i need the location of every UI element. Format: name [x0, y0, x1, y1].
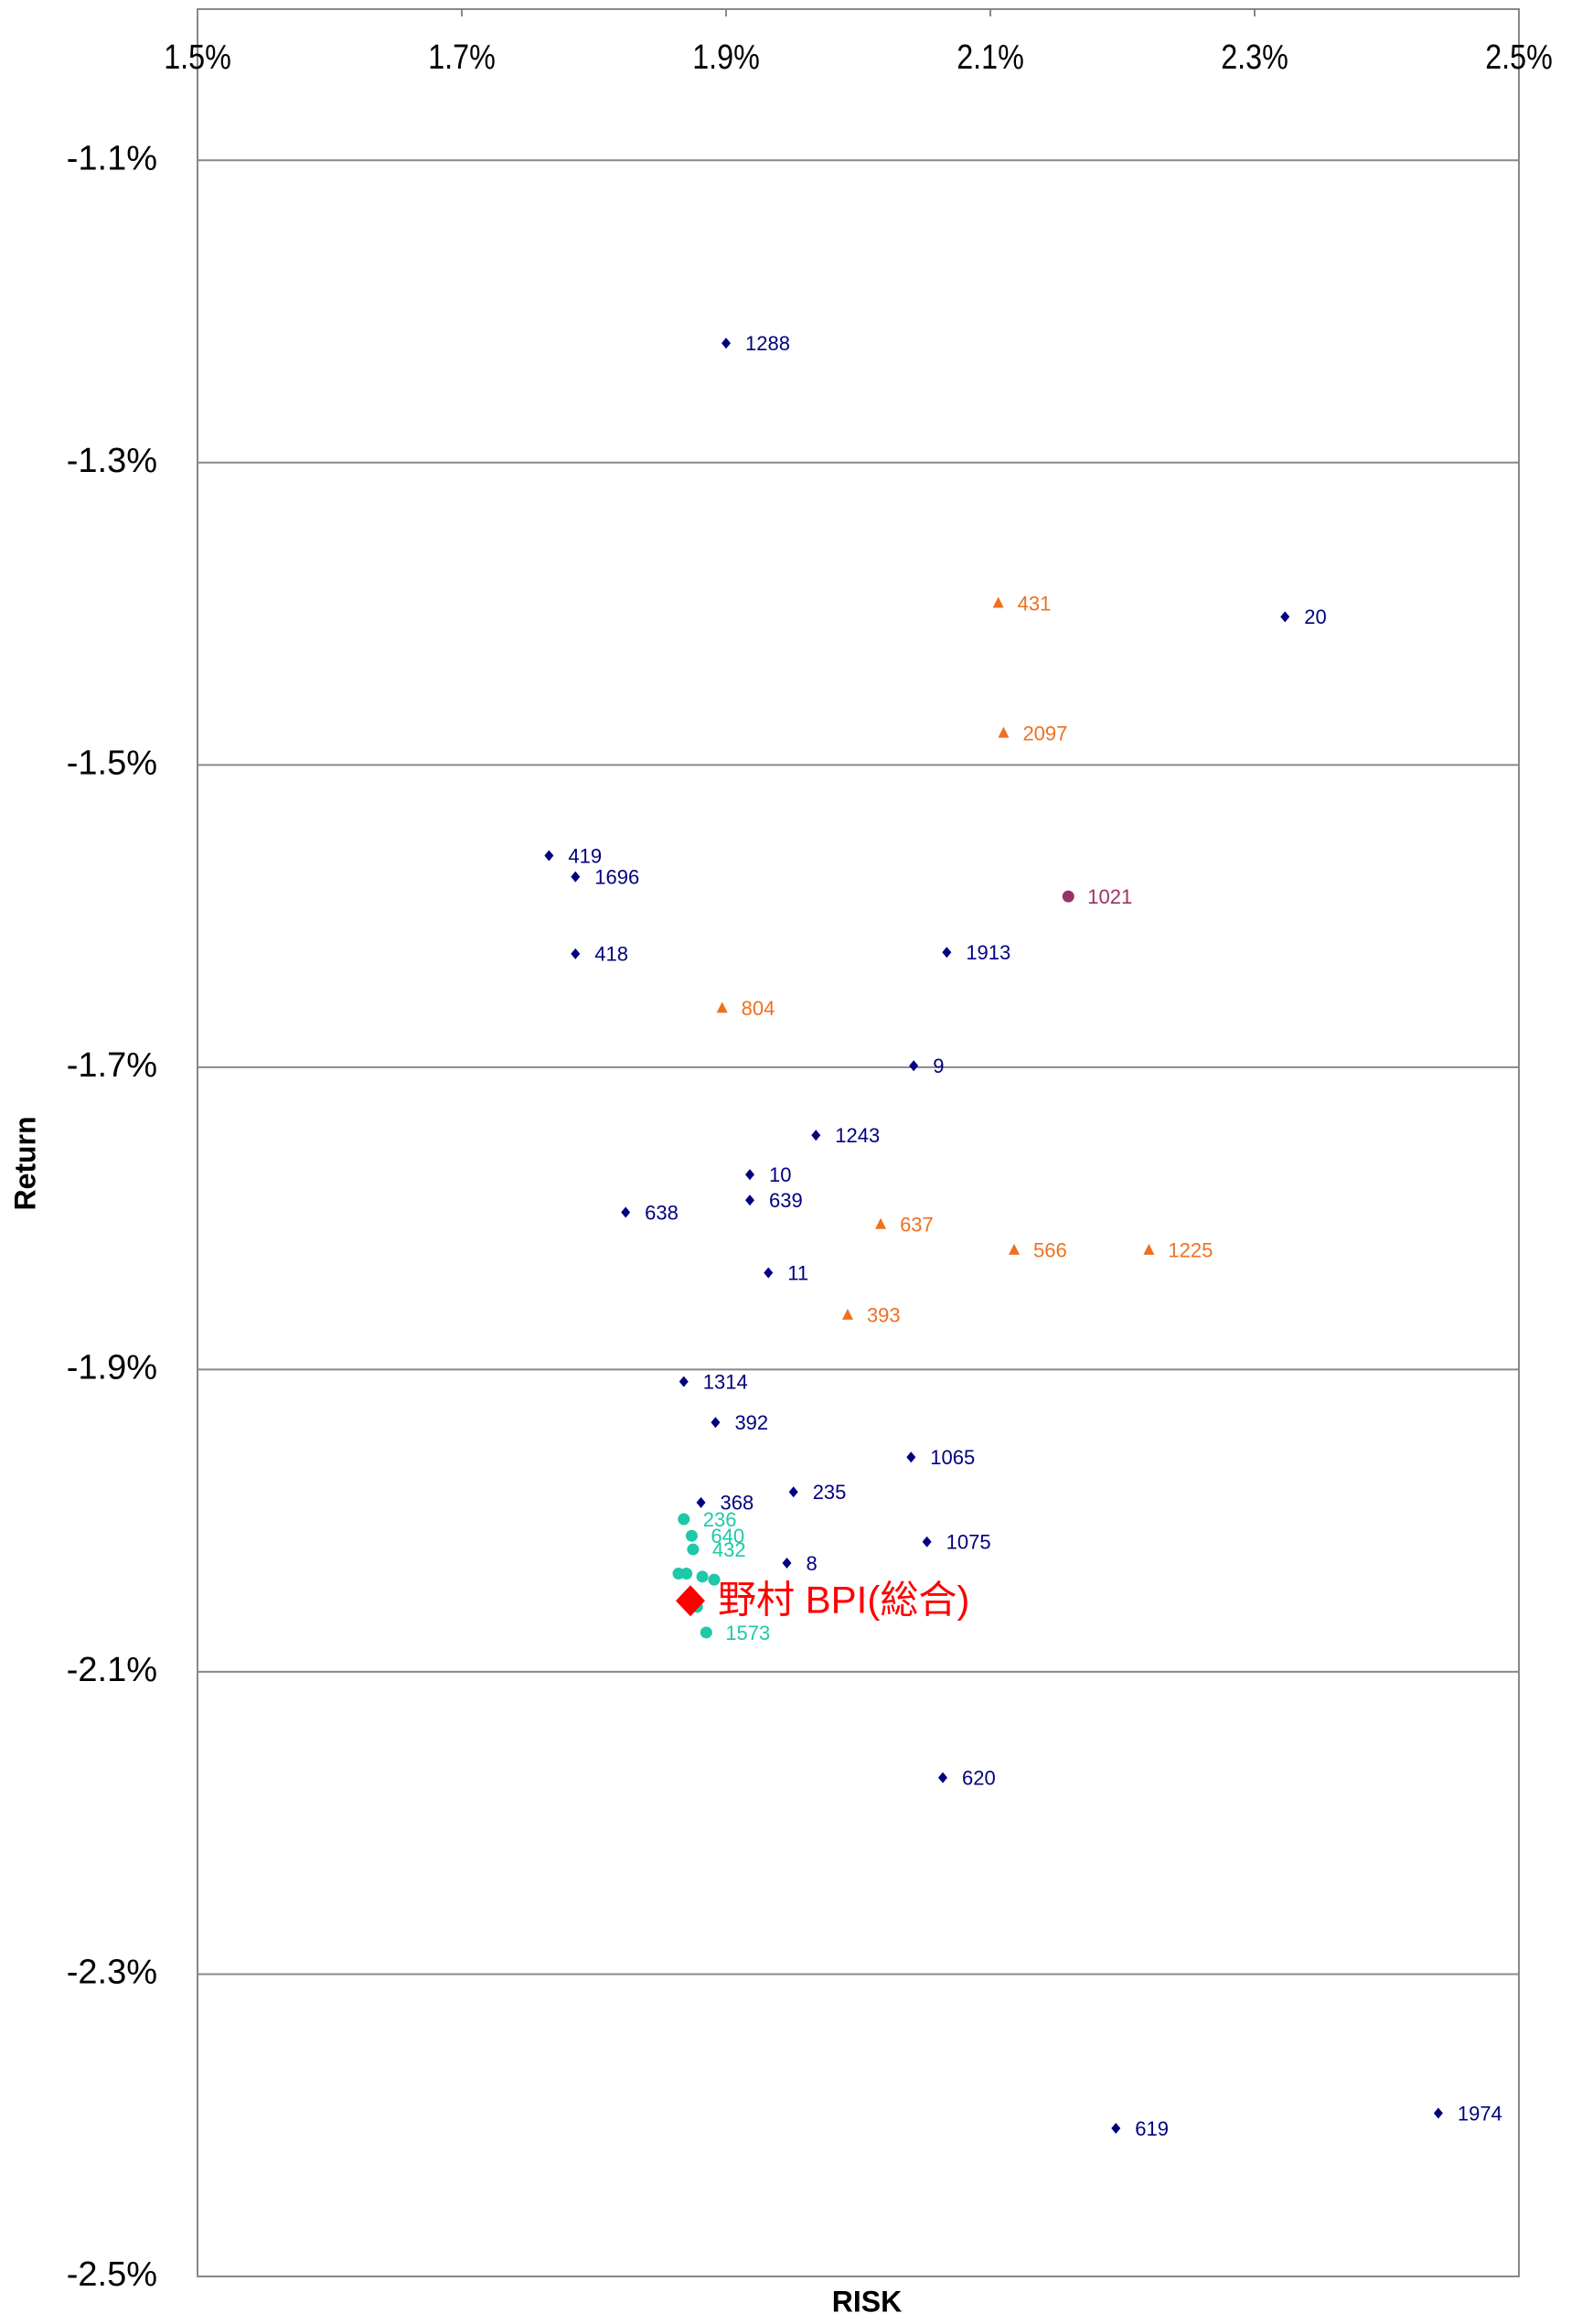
point — [992, 596, 1004, 608]
point — [696, 1570, 709, 1583]
point — [678, 1513, 690, 1526]
point-label: 392 — [734, 1411, 768, 1434]
point-label: 1065 — [930, 1446, 975, 1469]
point — [680, 1568, 693, 1580]
point-label: 2097 — [1022, 722, 1067, 744]
point-label: 804 — [742, 997, 775, 1020]
point-label: 1075 — [946, 1531, 991, 1554]
point — [841, 1308, 853, 1320]
x-tick-label: 1.9% — [692, 38, 760, 77]
point-label: 566 — [1033, 1239, 1067, 1262]
point — [722, 337, 731, 349]
point-label: 1573 — [725, 1622, 770, 1644]
point-label: 1021 — [1087, 885, 1132, 908]
point-label: 619 — [1135, 2117, 1169, 2140]
point-label: 20 — [1304, 605, 1326, 628]
point — [700, 1626, 712, 1639]
point — [716, 1001, 728, 1013]
point — [685, 1529, 698, 1542]
point-label: 639 — [769, 1189, 803, 1212]
point-label: 638 — [645, 1201, 679, 1224]
point — [745, 1194, 755, 1206]
point-label: 11 — [787, 1261, 808, 1284]
point — [1062, 890, 1074, 903]
y-tick-label: -2.1% — [67, 1651, 157, 1689]
y-tick-label: -1.7% — [67, 1046, 157, 1085]
point — [708, 1573, 721, 1586]
y-tick-label: -2.5% — [67, 2255, 157, 2294]
point-label: 8 — [806, 1552, 817, 1575]
point-label: 431 — [1018, 592, 1052, 615]
point — [687, 1543, 700, 1556]
point — [1143, 1243, 1155, 1255]
point — [1009, 1243, 1021, 1255]
point — [998, 726, 1010, 738]
point — [764, 1267, 774, 1279]
point — [811, 1130, 821, 1141]
point — [696, 1496, 706, 1508]
point-label: 640 — [711, 1525, 744, 1548]
point-label: 9 — [933, 1055, 944, 1077]
point — [1433, 2107, 1443, 2119]
point — [909, 1060, 919, 1072]
x-tick-label: 2.3% — [1221, 38, 1288, 77]
point — [922, 1536, 932, 1548]
point-label: 野村 BPI(総合) — [718, 1578, 969, 1621]
y-tick-label: -1.3% — [67, 442, 157, 480]
point — [788, 1486, 798, 1498]
point-label: 368 — [721, 1492, 754, 1515]
point — [745, 1169, 755, 1181]
x-tick-label: 1.7% — [428, 38, 496, 77]
point — [711, 1417, 721, 1429]
point-label: 1314 — [703, 1370, 748, 1393]
point — [1280, 611, 1290, 623]
y-tick-label: -2.3% — [67, 1953, 157, 1991]
point — [1111, 2123, 1121, 2135]
x-tick-label: 2.1% — [957, 38, 1024, 77]
point — [937, 1772, 947, 1783]
point — [679, 1376, 689, 1387]
point — [906, 1451, 916, 1463]
point — [875, 1217, 887, 1229]
point-label: 637 — [900, 1214, 934, 1237]
y-tick-label: -1.5% — [67, 744, 157, 782]
point-label: 620 — [962, 1766, 996, 1789]
point-label: 236 — [703, 1508, 737, 1531]
y-axis-title: Return — [8, 1116, 41, 1210]
y-tick-label: -1.1% — [67, 139, 157, 177]
point-label: 1913 — [966, 941, 1010, 964]
point-label: 418 — [594, 943, 628, 966]
point — [544, 850, 554, 862]
point-label: 235 — [813, 1481, 847, 1504]
point-label: 1974 — [1458, 2102, 1502, 2125]
y-tick-label: -1.9% — [67, 1348, 157, 1387]
point-label: 1243 — [835, 1124, 880, 1147]
point — [571, 948, 581, 959]
point-label: 1288 — [745, 332, 790, 355]
x-tick-label: 2.5% — [1485, 38, 1553, 77]
x-tick-label: 1.5% — [164, 38, 231, 77]
x-axis-title: RISK — [832, 2285, 902, 2318]
point — [621, 1206, 631, 1218]
point — [942, 947, 952, 959]
point-label: 10 — [769, 1163, 791, 1186]
point-label: 432 — [712, 1538, 746, 1561]
point-label: 393 — [867, 1304, 901, 1327]
point-label: 1696 — [594, 865, 639, 888]
point-label: 419 — [568, 844, 602, 867]
point-label: 1225 — [1168, 1239, 1213, 1262]
point — [675, 1585, 705, 1617]
point — [782, 1557, 792, 1569]
point — [571, 871, 581, 883]
